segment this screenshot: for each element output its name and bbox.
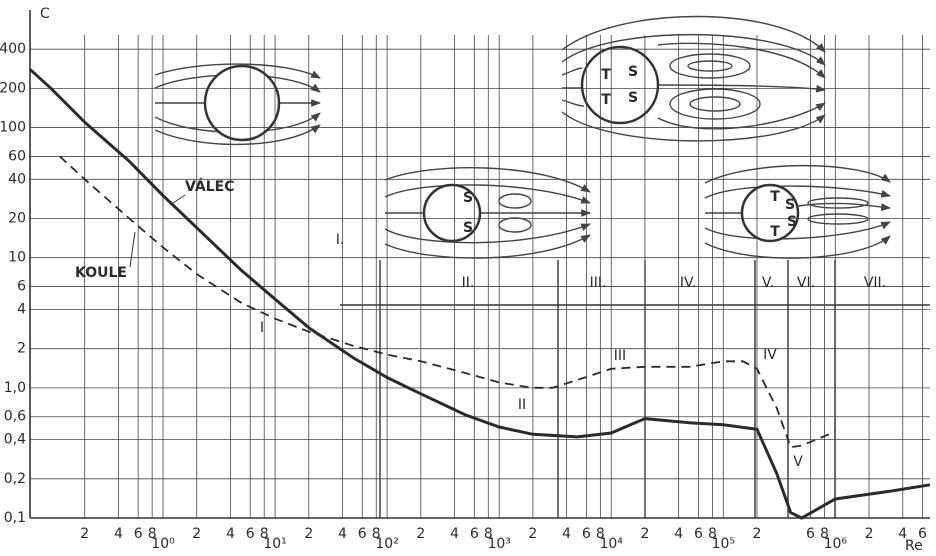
y-tick-label: 100 (0, 120, 26, 136)
y-tick-label: 200 (0, 80, 26, 96)
region-label: III. (590, 275, 607, 291)
x-tick-label: 6 (470, 526, 479, 542)
y-tick-label: 4 (17, 301, 26, 317)
x-tick-label: 4 (674, 526, 683, 542)
x-tick-label: 2 (640, 526, 649, 542)
curve-marker: II (518, 397, 526, 413)
x-tick-label: 10³ (487, 536, 510, 552)
diagram-letter: S (628, 64, 638, 80)
region-frame (340, 260, 930, 518)
x-tick-label: 2 (753, 526, 762, 542)
x-tick-label: 4 (338, 526, 347, 542)
leader-line (130, 232, 135, 267)
x-tick-label: 6 (246, 526, 255, 542)
x-tick-label: 6 (582, 526, 591, 542)
region-label: IV. (680, 275, 696, 291)
x-tick-label: 6 (134, 526, 143, 542)
y-tick-label: 10 (8, 250, 26, 266)
x-tick-label: 2 (416, 526, 425, 542)
chart: C Re 0,10,20,40,61,024610204060100200400… (0, 0, 936, 556)
x-tick-label: 10⁵ (712, 536, 735, 552)
diagram-letter: S (463, 190, 473, 206)
diagram-letter: S (463, 220, 473, 236)
region-label: V. (762, 275, 774, 291)
x-tick-label: 10⁴ (599, 536, 623, 552)
x-tick-label: 10⁰ (151, 536, 175, 552)
x-tick-label: 2 (865, 526, 874, 542)
region-label: II. (462, 275, 475, 291)
series-line (30, 69, 930, 518)
flow-diagrams (155, 16, 890, 258)
y-tick-label: 20 (8, 211, 26, 227)
x-tick-label: 2 (304, 526, 313, 542)
y-tick-label: 60 (8, 148, 26, 164)
x-tick-label: 6 (806, 526, 815, 542)
x-tick-label: 4 (562, 526, 571, 542)
x-tick-label: 2 (80, 526, 89, 542)
diagram-letter: T (770, 224, 780, 240)
diagram-letter: T (601, 92, 611, 108)
y-tick-label: 2 (17, 341, 26, 357)
curve-marker: I (260, 320, 264, 336)
x-tick-label: 2 (528, 526, 537, 542)
x-tick-label: 4 (450, 526, 459, 542)
x-tick-label: 6 (694, 526, 703, 542)
series-label: KOULE (75, 265, 127, 281)
x-tick-label: 4 (114, 526, 123, 542)
diagram-letter: T (601, 67, 611, 83)
y-tick-label: 0,4 (4, 432, 26, 448)
curve-marker: V (793, 454, 803, 470)
curve-marker: IV (763, 347, 777, 363)
y-tick-label: 400 (0, 41, 26, 57)
region-label: I. (336, 232, 345, 248)
leader-line (170, 195, 185, 205)
flow-diagram (155, 64, 320, 144)
x-tick-label: 10⁶ (824, 536, 848, 552)
x-tick-label: 4 (898, 526, 907, 542)
x-tick-label: 4 (226, 526, 235, 542)
y-tick-label: 0,6 (4, 409, 26, 425)
x-tick-label: 10² (375, 536, 398, 552)
region-label: VII. (864, 275, 886, 291)
y-tick-label: 0,2 (4, 471, 26, 487)
diagram-letter: T (770, 189, 780, 205)
flow-diagram (385, 168, 590, 258)
x-tick-label: 2 (192, 526, 201, 542)
x-tick-label: 6 (918, 526, 927, 542)
y-tick-label: 0,1 (4, 510, 26, 526)
y-axis-label: C (40, 6, 50, 22)
y-tick-label: 1,0 (4, 380, 26, 396)
diagram-letter: S (787, 214, 797, 230)
series-label: VÁLEC (185, 178, 234, 195)
diagram-letter: S (628, 90, 638, 106)
region-label: VI. (797, 275, 815, 291)
curve-marker: III (614, 348, 626, 364)
diagram-letter: S (785, 197, 795, 213)
y-tick-label: 40 (8, 171, 26, 187)
x-tick-label: 10¹ (263, 536, 286, 552)
x-tick-label: 6 (358, 526, 367, 542)
y-tick-label: 6 (17, 279, 26, 295)
page: C Re 0,10,20,40,61,024610204060100200400… (0, 0, 936, 556)
